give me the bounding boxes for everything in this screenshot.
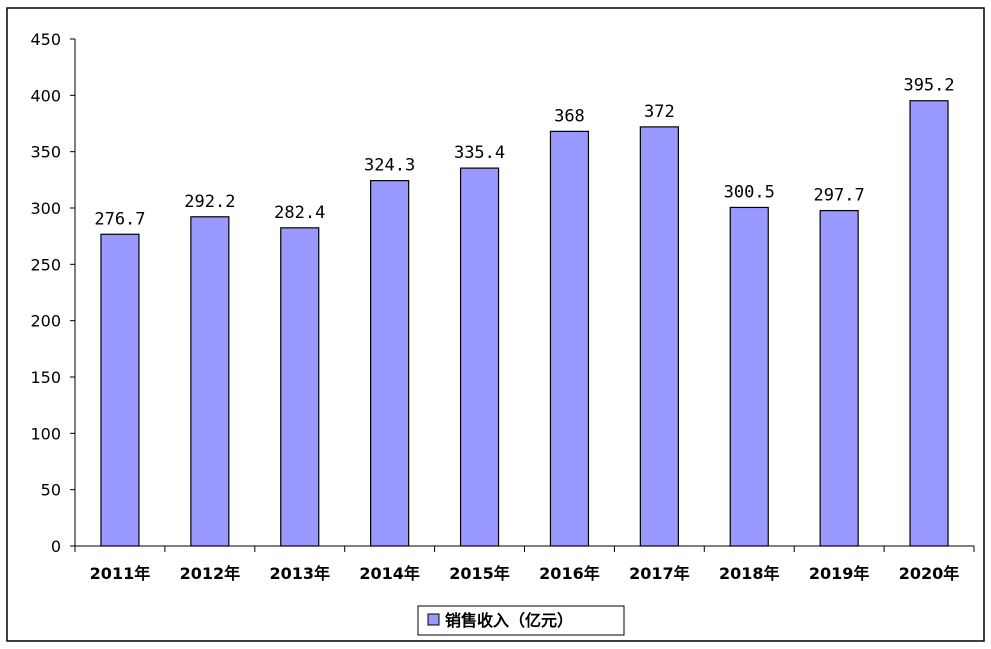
data-label: 395.2 — [903, 76, 954, 96]
bar — [280, 227, 320, 547]
y-tick-label: 200 — [30, 312, 61, 331]
bar — [909, 100, 949, 547]
legend-label: 销售收入（亿元） — [445, 611, 573, 630]
bar — [100, 233, 140, 547]
y-tick-label: 450 — [30, 30, 61, 49]
y-tick-label: 100 — [30, 424, 61, 443]
y-tick-label: 50 — [41, 481, 61, 500]
bar — [639, 126, 679, 547]
data-label: 335.4 — [454, 143, 505, 163]
data-labels: 276.7 292.2 282.4 324.3 335.4 368 372 300.5 297.… — [94, 76, 954, 230]
x-tick-label: 2012年 — [180, 564, 241, 583]
x-tick-label: 2020年 — [899, 564, 960, 583]
bar — [370, 180, 410, 547]
bar — [549, 130, 590, 547]
data-label: 300.5 — [724, 182, 775, 202]
data-label: 324.3 — [364, 156, 415, 176]
legend-box — [417, 605, 625, 636]
y-tick-label: 250 — [30, 255, 61, 274]
y-tick-label: 150 — [30, 368, 61, 387]
data-label: 368 — [554, 106, 585, 126]
bar — [190, 216, 230, 547]
data-label: 282.4 — [274, 203, 325, 223]
bar — [729, 206, 769, 547]
legend-swatch — [427, 613, 440, 626]
x-tick-label: 2017年 — [629, 564, 690, 583]
legend: 销售收入（亿元） — [417, 605, 625, 636]
x-tick-label: 2011年 — [90, 564, 151, 583]
y-tick-label: 0 — [51, 537, 61, 556]
data-label: 372 — [644, 102, 675, 122]
y-tick-label: 400 — [30, 86, 61, 105]
data-label: 276.7 — [94, 209, 145, 229]
bar-series — [100, 100, 949, 547]
x-axis: 2011年 2012年 2013年 2014年 2015年 2016年 2017年 2018年… — [74, 545, 975, 583]
y-tick-label: 300 — [30, 199, 61, 218]
bar — [819, 209, 859, 547]
x-tick-label: 2015年 — [449, 564, 510, 583]
x-tick-label: 2018年 — [719, 564, 780, 583]
y-tick-label: 350 — [30, 143, 61, 162]
data-label: 292.2 — [184, 192, 235, 212]
x-tick-label: 2019年 — [809, 564, 870, 583]
data-label: 297.7 — [814, 186, 865, 206]
x-tick-label: 2016年 — [539, 564, 600, 583]
x-tick-label: 2013年 — [269, 564, 330, 583]
y-axis: 0 50 100 150 200 250 300 350 400 450 — [30, 30, 76, 556]
x-tick-label: 2014年 — [359, 564, 420, 583]
bar — [459, 167, 500, 547]
